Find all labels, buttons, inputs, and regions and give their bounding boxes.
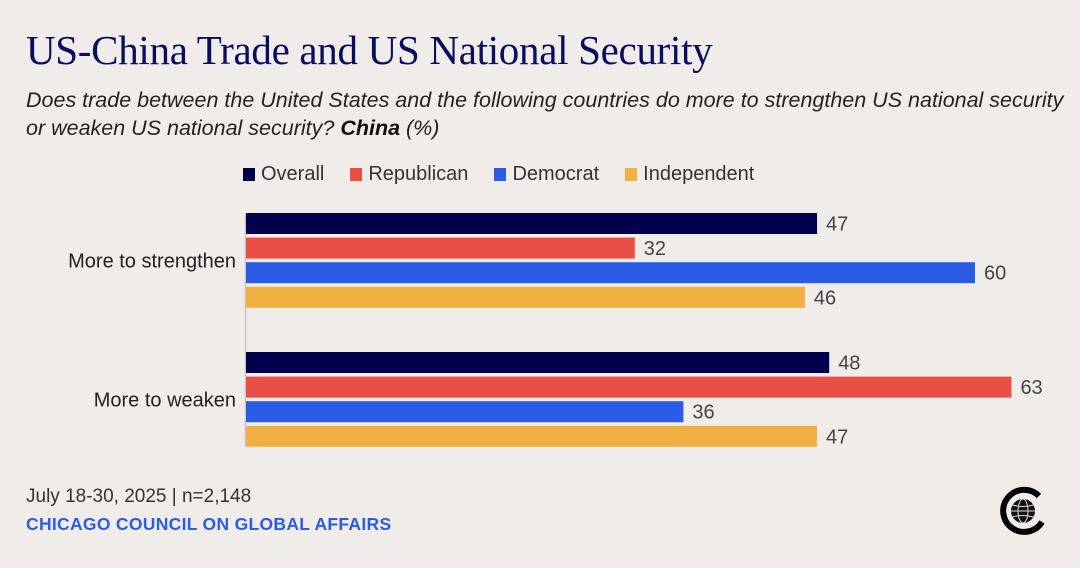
chart-legend: Overall Republican Democrat Independent [243,163,780,186]
bar-more-to-strengthen-democrat [246,262,975,284]
chart-subtitle: Does trade between the United States and… [26,86,1066,142]
category-label-more-to-strengthen: More to strengthen [68,250,236,272]
subtitle-country: China [340,116,401,140]
legend-swatch-independent [625,168,638,181]
organization-name: CHICAGO COUNCIL ON GLOBAL AFFAIRS [26,514,392,534]
data-label-more-to-weaken-overall: 48 [838,353,860,375]
data-label-more-to-strengthen-overall: 47 [826,214,848,236]
legend-label-overall: Overall [261,163,325,185]
chart-title: US-China Trade and US National Security [26,27,713,73]
legend-swatch-overall [243,168,255,181]
legend-label-independent: Independent [643,163,755,185]
legend-swatch-democrat [494,168,507,181]
survey-date-sample: July 18-30, 2025 | n=2,148 [26,486,252,507]
legend-item-republican: Republican [350,163,468,186]
legend-label-republican: Republican [368,163,469,185]
legend-swatch-republican [350,168,363,181]
data-label-more-to-weaken-republican: 63 [1020,377,1042,399]
bar-more-to-strengthen-republican [246,237,635,259]
legend-item-overall: Overall [243,163,324,186]
legend-item-democrat: Democrat [494,163,599,186]
legend-label-democrat: Democrat [512,163,600,185]
bar-more-to-strengthen-independent [246,286,805,308]
data-label-more-to-strengthen-democrat: 60 [984,263,1006,285]
subtitle-unit: (%) [400,116,440,140]
subtitle-question: Does trade between the United States and… [26,88,1064,140]
data-label-more-to-strengthen-republican: 32 [644,238,666,260]
data-label-more-to-weaken-democrat: 36 [692,402,714,424]
bar-more-to-strengthen-overall [246,213,818,234]
bar-more-to-weaken-democrat [246,401,684,423]
bar-more-to-weaken-independent [246,425,818,447]
bar-more-to-weaken-overall [246,352,830,373]
category-label-more-to-weaken: More to weaken [94,389,236,411]
data-label-more-to-weaken-independent: 47 [826,426,848,448]
data-label-more-to-strengthen-independent: 46 [814,287,836,309]
bar-more-to-weaken-republican [246,376,1012,398]
globe-c-logo-icon [1000,486,1045,535]
legend-item-independent: Independent [625,163,754,186]
